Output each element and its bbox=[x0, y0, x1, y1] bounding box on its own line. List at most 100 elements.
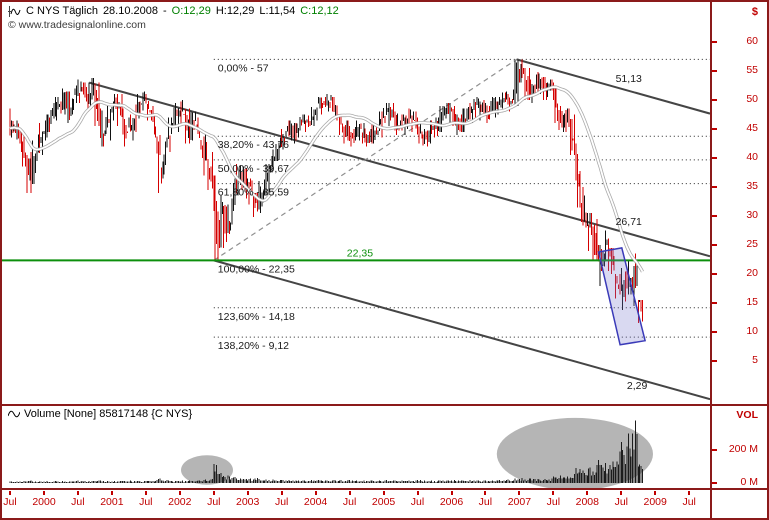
time-axis-label: Jul bbox=[478, 496, 493, 508]
time-axis-tick bbox=[484, 491, 487, 495]
price-axis-label: 40 bbox=[746, 151, 758, 163]
price-axis-tick bbox=[712, 99, 717, 101]
time-axis-label: 2007 bbox=[507, 496, 532, 508]
time-axis-tick bbox=[246, 491, 249, 495]
time-axis-tick bbox=[416, 491, 419, 495]
price-axis-tick bbox=[712, 331, 717, 333]
price-axis-tick bbox=[712, 273, 717, 275]
instrument-header: C NYS Täglich 28.10.2008 - O:12,29 H:12,… bbox=[8, 5, 339, 17]
price-axis-label: 20 bbox=[746, 267, 758, 279]
pitchfork-channel bbox=[88, 58, 710, 401]
indicator-wave-icon bbox=[8, 409, 20, 419]
volume-header: Volume [None] 85817148 {C NYS} bbox=[8, 408, 192, 420]
fib-level-label: 138,20% - 9,12 bbox=[218, 340, 289, 352]
channel-value-label: 51,13 bbox=[616, 73, 642, 85]
time-axis-label: 2004 bbox=[303, 496, 328, 508]
time-axis-label: Jul bbox=[3, 496, 17, 508]
low-value: L:11,54 bbox=[259, 5, 296, 17]
time-axis-label: Jul bbox=[410, 496, 425, 508]
time-axis-label: 2005 bbox=[371, 496, 396, 508]
price-chart-panel[interactable]: 0,00% - 57 38,20% - 43,76 50,00% - 39,67 61… bbox=[2, 2, 710, 404]
time-axis-tick bbox=[144, 491, 147, 495]
fib-swing-line bbox=[213, 58, 517, 261]
time-axis-label: 2006 bbox=[439, 496, 464, 508]
time-axis-tick bbox=[212, 491, 215, 495]
time-axis-label: 2002 bbox=[168, 496, 192, 508]
moving-average-line bbox=[9, 85, 644, 273]
time-axis-tick bbox=[9, 491, 11, 495]
time-axis-tick bbox=[280, 491, 283, 495]
time-axis-label: Jul bbox=[274, 496, 289, 508]
fib-level-label: 50,00% - 39,67 bbox=[218, 163, 289, 175]
time-axis[interactable]: Jul 2000 Jul 2001 Jul 2002 Jul 2003 Jul 2004 Jul 20… bbox=[2, 490, 710, 518]
time-axis-label: Jul bbox=[682, 496, 696, 508]
time-axis-label: 2000 bbox=[32, 496, 56, 508]
price-axis-tick bbox=[712, 157, 717, 159]
time-axis-tick bbox=[314, 491, 317, 495]
fib-level-label: 100,00% - 22,35 bbox=[218, 263, 295, 275]
price-axis-label: 10 bbox=[746, 325, 758, 337]
channel-value-label: 2,29 bbox=[627, 380, 648, 392]
time-axis-tick bbox=[654, 491, 657, 495]
channel-value-label: 26,71 bbox=[616, 216, 642, 228]
trend-channel-blue bbox=[597, 247, 647, 346]
volume-axis-tick-label: 0 M bbox=[740, 476, 758, 488]
volume-panel[interactable] bbox=[2, 406, 710, 488]
axis-separator-vertical bbox=[710, 2, 712, 518]
price-axis-label: 5 bbox=[752, 354, 758, 366]
time-axis-label: 2009 bbox=[643, 496, 667, 508]
price-axis-tick bbox=[712, 41, 717, 43]
price-axis-label: 60 bbox=[746, 35, 758, 47]
price-axis-label: 50 bbox=[746, 93, 758, 105]
currency-label: $ bbox=[751, 6, 758, 18]
price-axis-label: 30 bbox=[746, 209, 758, 221]
price-axis-tick bbox=[712, 215, 717, 217]
time-axis-tick bbox=[586, 491, 589, 495]
open-value: O:12,29 bbox=[171, 5, 211, 17]
price-axis-tick bbox=[712, 70, 717, 72]
time-axis-label: Jul bbox=[71, 496, 85, 508]
time-axis-label: Jul bbox=[139, 496, 153, 508]
time-axis-tick bbox=[620, 491, 623, 495]
price-axis-label: 35 bbox=[746, 180, 758, 192]
price-axis-tick bbox=[712, 302, 717, 304]
time-axis-tick bbox=[518, 491, 521, 495]
header-dash: - bbox=[163, 5, 167, 17]
volume-axis-tick bbox=[712, 449, 717, 451]
price-axis[interactable]: $ VOL 60 55 50 45 40 35 30 25 20 15 10 5 200 M 0 M bbox=[712, 2, 767, 518]
volume-axis-tick-label: 200 M bbox=[728, 443, 758, 455]
fib-level-label: 38,20% - 43,76 bbox=[218, 139, 289, 151]
panel-separator bbox=[2, 404, 767, 406]
price-axis-tick bbox=[712, 186, 717, 188]
time-axis-tick bbox=[110, 491, 113, 495]
fib-level-label: 123,60% - 14,18 bbox=[218, 311, 295, 323]
copyright-watermark: © www.tradesignalonline.com bbox=[8, 19, 146, 31]
price-axis-label: 15 bbox=[746, 296, 758, 308]
price-axis-label: 25 bbox=[746, 238, 758, 250]
volume-axis-label: VOL bbox=[736, 409, 758, 421]
time-axis-label: Jul bbox=[614, 496, 629, 508]
time-axis-label: 2008 bbox=[575, 496, 599, 508]
time-axis-tick bbox=[552, 491, 555, 495]
time-axis-separator bbox=[2, 488, 767, 490]
price-axis-label: 45 bbox=[746, 122, 758, 134]
time-axis-label: Jul bbox=[342, 496, 357, 508]
time-axis-label: 2003 bbox=[236, 496, 260, 508]
instrument-title: C NYS Täglich bbox=[26, 5, 98, 17]
time-axis-tick bbox=[348, 491, 351, 495]
time-axis-label: Jul bbox=[546, 496, 561, 508]
time-axis-tick bbox=[76, 491, 79, 495]
close-value: C:12,12 bbox=[300, 5, 339, 17]
price-axis-tick bbox=[712, 360, 717, 362]
price-axis-label: 55 bbox=[746, 64, 758, 76]
volume-bars bbox=[9, 420, 643, 483]
volume-indicator-label: Volume [None] 85817148 {C NYS} bbox=[24, 408, 193, 420]
price-axis-tick bbox=[712, 128, 717, 130]
time-axis-tick bbox=[688, 491, 691, 495]
time-axis-tick bbox=[43, 491, 45, 495]
fib-level-label: 61,80% - 35,59 bbox=[218, 187, 289, 199]
time-axis-label: Jul bbox=[207, 496, 221, 508]
price-bars bbox=[9, 59, 643, 324]
time-axis-tick bbox=[382, 491, 385, 495]
